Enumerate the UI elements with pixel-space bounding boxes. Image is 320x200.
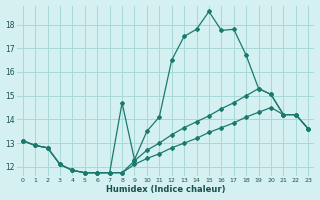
X-axis label: Humidex (Indice chaleur): Humidex (Indice chaleur) bbox=[106, 185, 225, 194]
